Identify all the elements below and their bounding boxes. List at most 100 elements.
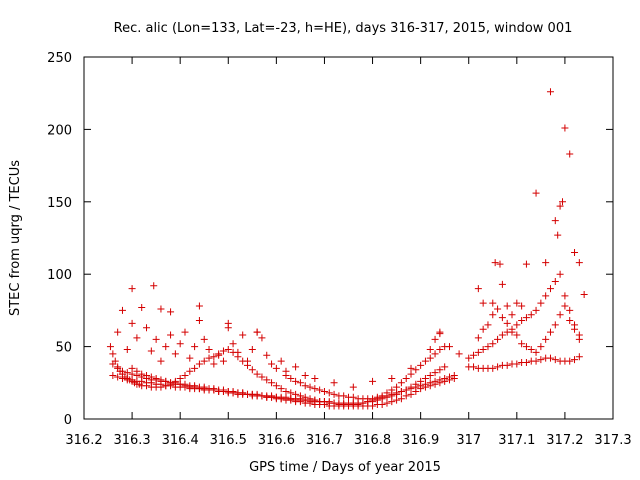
- data-point: [426, 379, 434, 387]
- data-point: [330, 390, 338, 398]
- data-point: [542, 292, 550, 300]
- data-point: [128, 364, 136, 372]
- data-point: [378, 393, 386, 401]
- data-point: [195, 302, 203, 310]
- data-point: [263, 376, 271, 384]
- data-point: [556, 202, 564, 210]
- data-point: [248, 366, 256, 374]
- data-point: [513, 360, 521, 368]
- data-point: [546, 328, 554, 336]
- data-point: [551, 356, 559, 364]
- data-point: [320, 398, 328, 406]
- data-point: [229, 389, 237, 397]
- data-series: [465, 270, 583, 362]
- data-point: [551, 277, 559, 285]
- data-point: [397, 387, 405, 395]
- data-point: [546, 354, 554, 362]
- data-point: [532, 306, 540, 314]
- data-point: [522, 260, 530, 268]
- y-tick-label: 250: [47, 51, 72, 66]
- x-tick-label: 316.3: [113, 433, 150, 448]
- data-point: [282, 367, 290, 375]
- data-point: [138, 377, 146, 385]
- data-point: [167, 379, 175, 387]
- data-point: [513, 299, 521, 307]
- data-point: [205, 354, 213, 362]
- data-point: [248, 345, 256, 353]
- data-point: [200, 335, 208, 343]
- data-point: [489, 364, 497, 372]
- data-point: [417, 382, 425, 390]
- data-series: [474, 88, 588, 319]
- data-point: [253, 328, 261, 336]
- data-point: [181, 328, 189, 336]
- data-point: [474, 285, 482, 293]
- data-point: [114, 364, 122, 372]
- data-point: [229, 340, 237, 348]
- data-point: [200, 385, 208, 393]
- data-point: [474, 348, 482, 356]
- data-point: [431, 377, 439, 385]
- data-point: [489, 340, 497, 348]
- data-point: [431, 335, 439, 343]
- data-point: [421, 380, 429, 388]
- data-point: [258, 373, 266, 381]
- data-point: [518, 340, 526, 348]
- data-point: [479, 345, 487, 353]
- data-point: [537, 356, 545, 364]
- data-point: [109, 350, 117, 358]
- data-point: [133, 367, 141, 375]
- data-point: [244, 357, 252, 365]
- data-point: [542, 335, 550, 343]
- data-point: [191, 383, 199, 391]
- data-point: [171, 350, 179, 358]
- data-point: [551, 217, 559, 225]
- data-point: [239, 331, 247, 339]
- data-point: [532, 189, 540, 197]
- data-point: [532, 357, 540, 365]
- data-point: [426, 354, 434, 362]
- data-point: [181, 382, 189, 390]
- data-point: [167, 331, 175, 339]
- data-series: [474, 302, 583, 356]
- data-point: [244, 390, 252, 398]
- data-point: [325, 389, 333, 397]
- data-point: [518, 302, 526, 310]
- data-point: [349, 383, 357, 391]
- data-point: [150, 282, 158, 290]
- data-point: [383, 392, 391, 400]
- data-point: [138, 304, 146, 312]
- data-point: [301, 372, 309, 380]
- data-point: [498, 280, 506, 288]
- data-point: [489, 311, 497, 319]
- data-point: [316, 386, 324, 394]
- data-point: [566, 357, 574, 365]
- data-point: [407, 385, 415, 393]
- data-point: [133, 334, 141, 342]
- data-point: [571, 248, 579, 256]
- data-point: [532, 348, 540, 356]
- data-point: [287, 374, 295, 382]
- data-point: [397, 379, 405, 387]
- data-point: [436, 345, 444, 353]
- data-series: [282, 372, 458, 403]
- data-point: [128, 376, 136, 384]
- data-point: [513, 321, 521, 329]
- data-point: [224, 319, 232, 327]
- data-point: [431, 369, 439, 377]
- data-point: [147, 347, 155, 355]
- x-tick-label: 316.5: [210, 433, 247, 448]
- data-point: [503, 319, 511, 327]
- data-point: [272, 364, 280, 372]
- data-point: [253, 370, 261, 378]
- data-point: [508, 311, 516, 319]
- data-point: [436, 330, 444, 338]
- data-point: [181, 372, 189, 380]
- data-point: [176, 380, 184, 388]
- data-point: [195, 317, 203, 325]
- data-point: [292, 377, 300, 385]
- data-point: [162, 377, 170, 385]
- data-point: [157, 376, 165, 384]
- data-point: [421, 357, 429, 365]
- data-point: [272, 382, 280, 390]
